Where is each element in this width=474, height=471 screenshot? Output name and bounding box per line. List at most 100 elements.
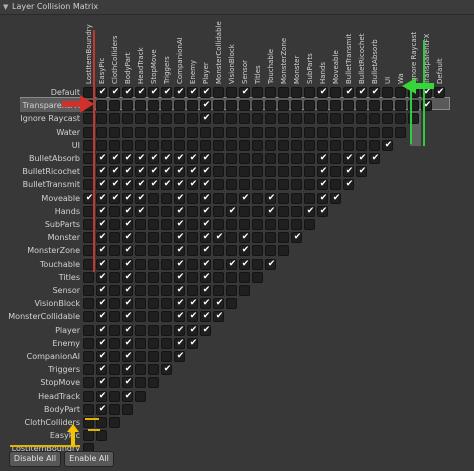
collision-checkbox[interactable]: [83, 324, 94, 336]
collision-checkbox[interactable]: [135, 271, 146, 283]
collision-checkbox[interactable]: [83, 298, 94, 310]
collision-checkbox[interactable]: [109, 403, 120, 415]
collision-checkbox[interactable]: [109, 337, 120, 349]
collision-checkbox[interactable]: ✔: [96, 245, 107, 257]
collision-checkbox[interactable]: [278, 192, 289, 204]
collision-checkbox[interactable]: [174, 113, 185, 125]
collision-checkbox[interactable]: [252, 166, 263, 178]
collision-checkbox[interactable]: [109, 126, 120, 138]
collision-checkbox[interactable]: [187, 258, 198, 270]
collision-checkbox[interactable]: ✔: [96, 87, 107, 98]
collision-checkbox[interactable]: ✔: [161, 153, 172, 164]
collision-checkbox[interactable]: ✔: [96, 205, 107, 217]
collision-checkbox[interactable]: [161, 285, 172, 296]
enable-all-button[interactable]: Enable All: [64, 451, 114, 467]
collision-checkbox[interactable]: [148, 139, 159, 151]
collision-checkbox[interactable]: ✔: [135, 87, 146, 98]
collision-checkbox[interactable]: [213, 179, 224, 191]
collision-checkbox[interactable]: [187, 219, 198, 230]
collision-checkbox[interactable]: [161, 271, 172, 283]
collision-checkbox[interactable]: ✔: [174, 311, 185, 323]
collision-checkbox[interactable]: [239, 113, 250, 125]
collision-checkbox[interactable]: [304, 179, 315, 191]
collision-checkbox[interactable]: ✔: [174, 205, 185, 217]
collision-checkbox[interactable]: [109, 311, 120, 323]
collision-checkbox[interactable]: [213, 258, 224, 270]
collision-checkbox[interactable]: ✔: [174, 179, 185, 191]
collision-checkbox[interactable]: ✔: [200, 271, 211, 283]
collision-checkbox[interactable]: [83, 285, 94, 296]
collision-checkbox[interactable]: [252, 271, 263, 283]
collision-checkbox[interactable]: [252, 139, 263, 151]
collision-checkbox[interactable]: [356, 113, 367, 125]
collision-checkbox[interactable]: [408, 100, 419, 112]
collision-checkbox[interactable]: ✔: [122, 311, 133, 323]
collision-checkbox[interactable]: ✔: [265, 258, 276, 270]
collision-checkbox[interactable]: ✔: [343, 179, 354, 191]
collision-checkbox[interactable]: [135, 324, 146, 336]
collision-checkbox[interactable]: ✔: [213, 311, 224, 323]
collision-checkbox[interactable]: [317, 100, 328, 112]
collision-checkbox[interactable]: [148, 364, 159, 376]
collision-checkbox[interactable]: [109, 417, 120, 428]
collision-checkbox[interactable]: [109, 219, 120, 230]
collision-checkbox[interactable]: [213, 100, 224, 112]
collision-checkbox[interactable]: ✔: [135, 205, 146, 217]
collision-checkbox[interactable]: ✔: [382, 139, 393, 151]
collision-checkbox[interactable]: [252, 219, 263, 230]
collision-checkbox[interactable]: [96, 100, 107, 112]
collision-checkbox[interactable]: [83, 390, 94, 402]
collision-checkbox[interactable]: ✔: [239, 258, 250, 270]
collision-checkbox[interactable]: [148, 113, 159, 125]
collision-checkbox[interactable]: ✔: [239, 87, 250, 98]
collision-checkbox[interactable]: [278, 100, 289, 112]
collision-checkbox[interactable]: [213, 285, 224, 296]
collision-checkbox[interactable]: [109, 390, 120, 402]
collision-checkbox[interactable]: [109, 139, 120, 151]
collision-checkbox[interactable]: ✔: [96, 258, 107, 270]
collision-checkbox[interactable]: [148, 192, 159, 204]
collision-checkbox[interactable]: ✔: [122, 87, 133, 98]
collision-checkbox[interactable]: [135, 139, 146, 151]
collision-checkbox[interactable]: [265, 153, 276, 164]
collision-checkbox[interactable]: ✔: [187, 166, 198, 178]
collision-checkbox[interactable]: [122, 113, 133, 125]
collision-checkbox[interactable]: ✔: [174, 324, 185, 336]
collision-checkbox[interactable]: ✔: [122, 390, 133, 402]
collision-checkbox[interactable]: [83, 430, 94, 442]
collision-checkbox[interactable]: [369, 100, 380, 112]
collision-checkbox[interactable]: [330, 113, 341, 125]
collision-checkbox[interactable]: [252, 245, 263, 257]
collision-checkbox[interactable]: ✔: [200, 324, 211, 336]
collision-checkbox[interactable]: ✔: [96, 377, 107, 389]
collision-checkbox[interactable]: [330, 179, 341, 191]
collision-checkbox[interactable]: [213, 166, 224, 178]
collision-checkbox[interactable]: [291, 153, 302, 164]
collision-checkbox[interactable]: ✔: [343, 153, 354, 164]
collision-checkbox[interactable]: [252, 126, 263, 138]
collision-checkbox[interactable]: ✔: [187, 298, 198, 310]
collision-checkbox[interactable]: ✔: [174, 219, 185, 230]
collision-checkbox[interactable]: [226, 179, 237, 191]
collision-checkbox[interactable]: [382, 126, 393, 138]
collision-checkbox[interactable]: ✔: [317, 87, 328, 98]
collision-checkbox[interactable]: [291, 100, 302, 112]
collision-checkbox[interactable]: [330, 126, 341, 138]
collision-checkbox[interactable]: [213, 271, 224, 283]
collision-checkbox[interactable]: ✔: [96, 271, 107, 283]
collision-checkbox[interactable]: [265, 232, 276, 244]
collision-checkbox[interactable]: ✔: [330, 192, 341, 204]
collision-checkbox[interactable]: ✔: [200, 100, 211, 112]
collision-checkbox[interactable]: [304, 219, 315, 230]
collision-checkbox[interactable]: [369, 139, 380, 151]
collision-checkbox[interactable]: [252, 205, 263, 217]
collision-checkbox[interactable]: [122, 100, 133, 112]
collision-checkbox[interactable]: ✔: [122, 351, 133, 362]
collision-checkbox[interactable]: [291, 192, 302, 204]
collision-checkbox[interactable]: [174, 139, 185, 151]
collision-checkbox[interactable]: ✔: [96, 153, 107, 164]
collision-checkbox[interactable]: ✔: [356, 153, 367, 164]
collision-checkbox[interactable]: ✔: [187, 153, 198, 164]
collision-checkbox[interactable]: [135, 390, 146, 402]
collision-checkbox[interactable]: [187, 205, 198, 217]
